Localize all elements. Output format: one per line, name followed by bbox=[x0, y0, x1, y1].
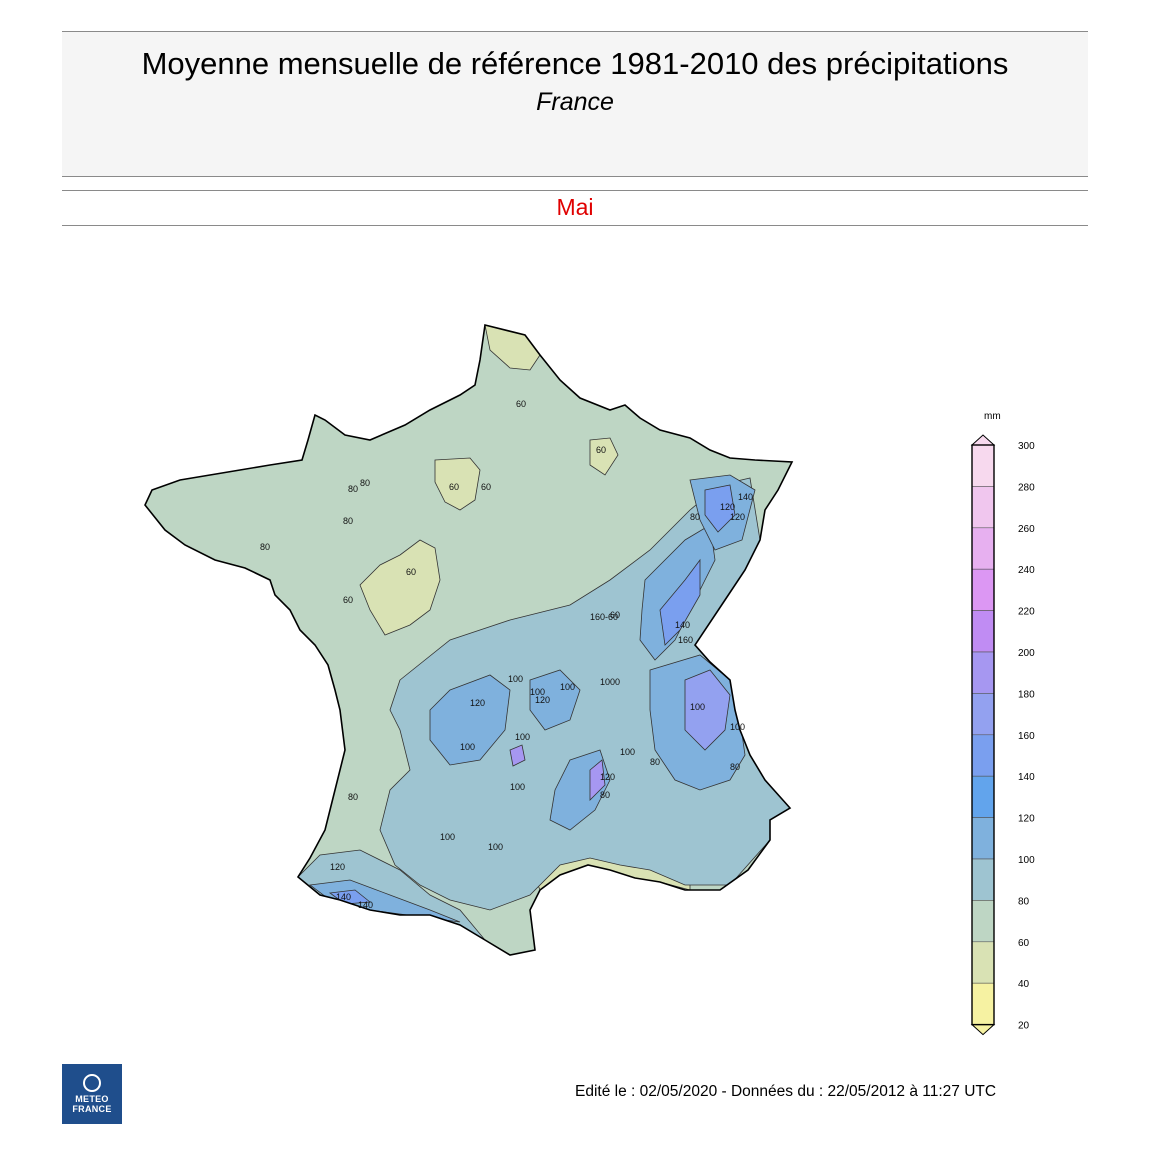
legend-band bbox=[971, 734, 995, 777]
contour-label: 60 bbox=[516, 399, 526, 409]
legend-band bbox=[971, 982, 995, 1025]
contour-label: 80 bbox=[690, 512, 700, 522]
contour-label: 120 bbox=[730, 512, 745, 522]
map-title: Moyenne mensuelle de référence 1981-2010… bbox=[141, 46, 1009, 81]
contour-label: 100 bbox=[510, 782, 525, 792]
legend-top-arrow bbox=[970, 434, 996, 446]
legend-tick-label: 220 bbox=[1018, 607, 1035, 618]
color-legend: mm 300 280 260 240 220 200 180 160 140 120 100 80 60… bbox=[970, 411, 1035, 1036]
legend-tick-label: 180 bbox=[1018, 689, 1035, 700]
map-subtitle: France bbox=[536, 88, 614, 116]
contour-label: 100 bbox=[620, 747, 635, 757]
contour-label: 120 bbox=[535, 695, 550, 705]
legend-band bbox=[971, 651, 995, 694]
legend-band bbox=[971, 568, 995, 611]
contour-label: 100 bbox=[488, 842, 503, 852]
contour-label: 60 bbox=[481, 482, 491, 492]
contour-label: 120 bbox=[330, 862, 345, 872]
legend-tick-label: 20 bbox=[1018, 1021, 1030, 1032]
contour-label: 1000 bbox=[600, 677, 620, 687]
france-outline bbox=[144, 324, 794, 956]
contour-label: 120 bbox=[600, 772, 615, 782]
contour-label: 160-60 bbox=[590, 612, 618, 622]
contour-label: 60 bbox=[596, 445, 606, 455]
legend-tick-label: 240 bbox=[1018, 565, 1035, 576]
contour-label: 120 bbox=[720, 502, 735, 512]
legend-band bbox=[971, 775, 995, 818]
legend-band bbox=[971, 527, 995, 570]
contour-label: 140 bbox=[358, 900, 373, 910]
contour-label: 100 bbox=[460, 742, 475, 752]
legend-tick-label: 40 bbox=[1018, 979, 1030, 990]
contour-label: 80 bbox=[730, 762, 740, 772]
legend-bottom-arrow bbox=[970, 1024, 996, 1036]
legend-tick-label: 160 bbox=[1018, 731, 1035, 742]
legend-tick-label: 120 bbox=[1018, 814, 1035, 825]
contour-label: 80 bbox=[260, 542, 270, 552]
contour-label: 100 bbox=[730, 722, 745, 732]
title-panel: Moyenne mensuelle de référence 1981-2010… bbox=[62, 31, 1088, 177]
contour-label: 100 bbox=[560, 682, 575, 692]
legend-frame bbox=[971, 444, 995, 1026]
contour-label: 60 bbox=[343, 595, 353, 605]
contour-label: 160 bbox=[678, 635, 693, 645]
legend-band bbox=[971, 486, 995, 529]
contour-label: 100 bbox=[515, 732, 530, 742]
legend-band bbox=[971, 610, 995, 653]
contour-label: 100 bbox=[530, 687, 545, 697]
contour-label: 100 bbox=[690, 702, 705, 712]
contour-label: 80 bbox=[343, 516, 353, 526]
contour-label: 80 bbox=[348, 484, 358, 494]
legend-band bbox=[971, 693, 995, 736]
month-panel: Mai bbox=[62, 190, 1088, 226]
legend-band bbox=[971, 858, 995, 901]
contour-label: 80 bbox=[360, 478, 370, 488]
meteo-france-logo-icon bbox=[83, 1074, 101, 1092]
legend-tick-label: 280 bbox=[1018, 482, 1035, 493]
legend-tick-label: 300 bbox=[1018, 441, 1035, 452]
legend-band bbox=[971, 941, 995, 984]
contour-label: 60 bbox=[449, 482, 459, 492]
legend-tick-label: 80 bbox=[1018, 896, 1030, 907]
meteo-france-logo: METEO FRANCE bbox=[62, 1064, 122, 1124]
legend-unit: mm bbox=[984, 411, 1001, 422]
contour-label: 60 bbox=[406, 567, 416, 577]
contour-label: 60 bbox=[610, 610, 620, 620]
legend-band bbox=[971, 900, 995, 943]
legend-tick-label: 100 bbox=[1018, 855, 1035, 866]
legend-tick-label: 200 bbox=[1018, 648, 1035, 659]
contour-label: 140 bbox=[675, 620, 690, 630]
contour-label: 80 bbox=[600, 790, 610, 800]
logo-text-line1: METEO bbox=[75, 1094, 109, 1104]
legend-tick-label: 260 bbox=[1018, 524, 1035, 535]
logo-text-line2: FRANCE bbox=[72, 1104, 112, 1114]
contour-label: 80 bbox=[348, 792, 358, 802]
contour-label: 140 bbox=[738, 492, 753, 502]
contour-label: 140 bbox=[336, 892, 351, 902]
month-label: Mai bbox=[556, 194, 594, 220]
contour-label: 100 bbox=[508, 674, 523, 684]
contour-label: 100 bbox=[440, 832, 455, 842]
contour-label: 80 bbox=[650, 757, 660, 767]
legend-band bbox=[971, 817, 995, 860]
legend-tick-label: 60 bbox=[1018, 938, 1030, 949]
legend-tick-label: 140 bbox=[1018, 772, 1035, 783]
contour-label: 120 bbox=[470, 698, 485, 708]
legend-band bbox=[971, 444, 995, 487]
edit-date-footer: Edité le : 02/05/2020 - Données du : 22/… bbox=[575, 1083, 997, 1100]
divider bbox=[62, 176, 1088, 177]
